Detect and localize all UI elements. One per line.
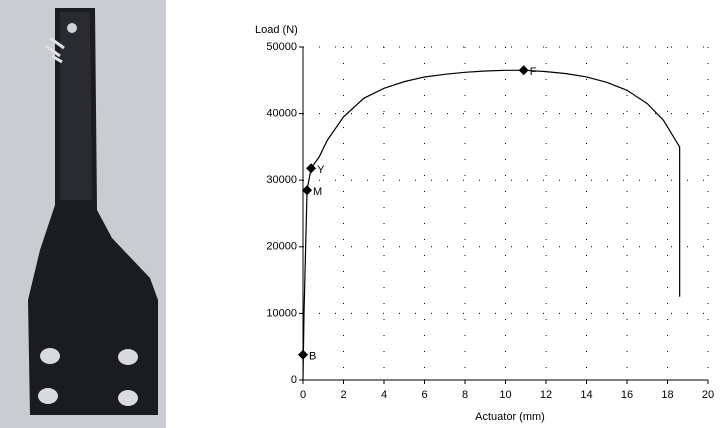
x-tick-label: 4 <box>381 389 387 401</box>
x-tick-label: 18 <box>661 389 673 401</box>
x-tick-label: 0 <box>300 389 306 401</box>
point-label: F <box>530 66 537 78</box>
y-tick-label: 0 <box>291 374 297 386</box>
y-tick-label: 10000 <box>266 307 297 319</box>
y-tick-label: 20000 <box>266 241 297 253</box>
x-tick-label: 8 <box>462 389 468 401</box>
y-tick-label: 30000 <box>266 174 297 186</box>
point-marker <box>302 185 313 196</box>
y-axis-label: Load (N) <box>255 24 298 36</box>
x-tick-label: 20 <box>702 389 714 401</box>
x-tick-label: 12 <box>540 389 552 401</box>
point-marker <box>306 163 317 174</box>
point-label: Y <box>317 164 325 176</box>
point-marker <box>298 349 308 360</box>
specimen-photo <box>0 0 166 428</box>
x-tick-label: 10 <box>499 389 511 401</box>
point-label: M <box>313 186 322 198</box>
y-tick-label: 40000 <box>266 108 297 120</box>
x-tick-label: 2 <box>340 389 346 401</box>
point-marker <box>518 65 529 76</box>
x-axis-label: Actuator (mm) <box>475 411 545 423</box>
x-tick-label: 16 <box>621 389 633 401</box>
point-label: B <box>309 351 316 363</box>
y-tick-label: 50000 <box>266 41 297 53</box>
x-tick-label: 6 <box>421 389 427 401</box>
load-curve <box>302 69 681 381</box>
x-tick-label: 14 <box>580 389 592 401</box>
